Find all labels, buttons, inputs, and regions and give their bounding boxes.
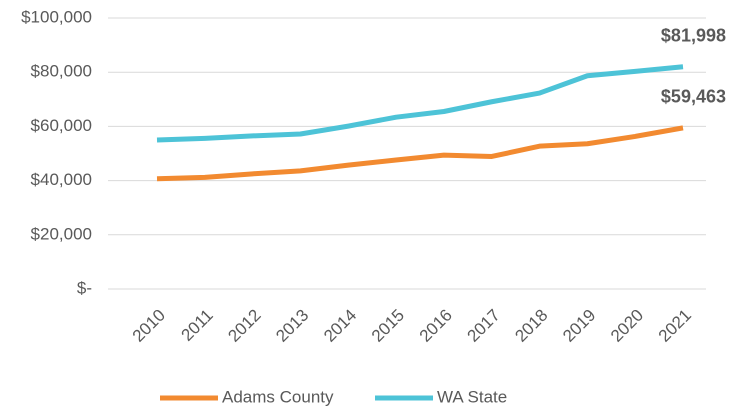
x-tick-label: 2013 <box>272 306 312 346</box>
x-tick-label: 2020 <box>607 306 647 346</box>
y-tick-label: $- <box>77 278 92 297</box>
x-tick-label: 2018 <box>511 306 551 346</box>
x-tick-label: 2010 <box>129 306 169 346</box>
data-label: $81,998 <box>661 26 726 46</box>
x-tick-label: 2014 <box>320 306 360 346</box>
y-tick-label: $60,000 <box>31 116 92 135</box>
legend-label: WA State <box>437 387 507 406</box>
x-tick-label: 2019 <box>559 306 599 346</box>
series-line <box>156 64 684 143</box>
y-tick-label: $20,000 <box>31 224 92 243</box>
x-tick-label: 2017 <box>464 306 504 346</box>
y-tick-label: $40,000 <box>31 170 92 189</box>
x-tick-label: 2012 <box>224 306 264 346</box>
x-tick-label: 2021 <box>655 306 695 346</box>
y-tick-label: $80,000 <box>31 62 92 81</box>
x-tick-label: 2011 <box>178 306 217 345</box>
data-label: $59,463 <box>661 87 726 107</box>
series-line <box>156 125 684 182</box>
y-tick-label: $100,000 <box>21 7 92 26</box>
x-tick-label: 2015 <box>368 306 408 346</box>
x-tick-label: 2016 <box>416 306 456 346</box>
legend-label: Adams County <box>222 387 334 406</box>
